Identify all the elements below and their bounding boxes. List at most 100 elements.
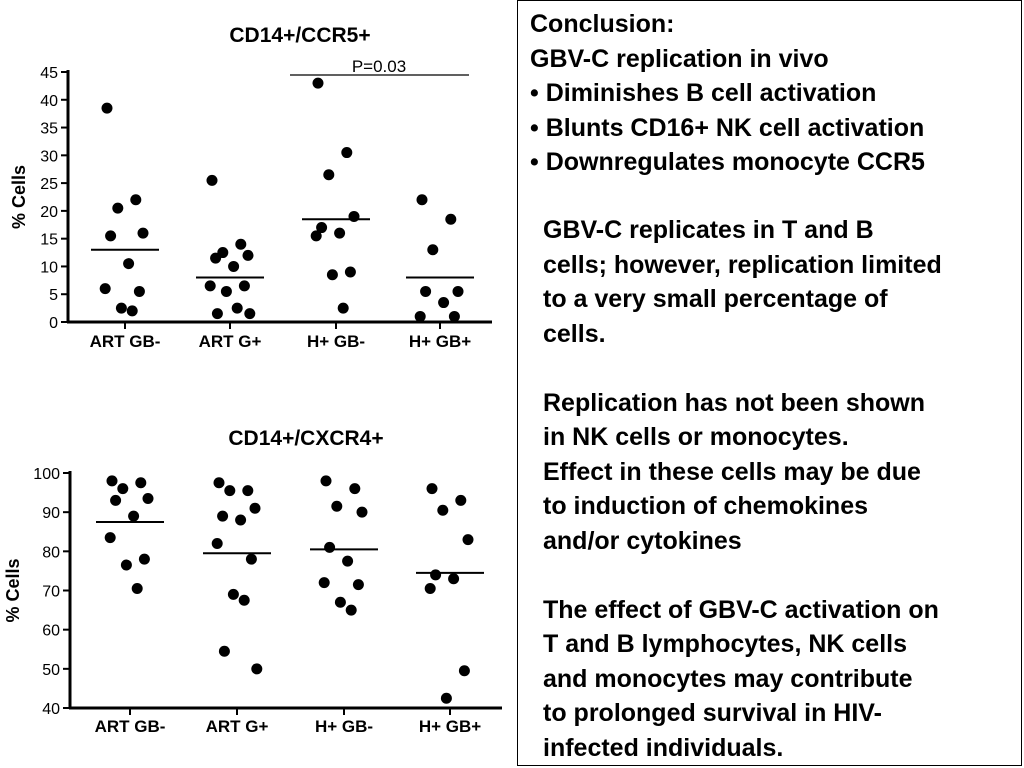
data-point (316, 222, 328, 234)
data-point (138, 553, 150, 565)
y-tick-label: 45 (40, 65, 58, 82)
data-point (416, 194, 428, 206)
y-tick-label: 25 (40, 176, 58, 193)
data-point (227, 588, 239, 600)
data-point (245, 553, 257, 565)
data-point (238, 280, 250, 292)
data-point (99, 283, 111, 295)
data-point (349, 483, 361, 495)
paragraph-line: The effect of GBV-C activation on (543, 595, 939, 624)
y-tick-label: 15 (40, 232, 58, 249)
x-tick-label: ART GB- (90, 332, 161, 351)
data-point (105, 230, 117, 242)
panel-body: GBV-C replicates in T and B cells; howev… (543, 213, 942, 765)
y-tick-label: 80 (42, 544, 60, 561)
data-point (206, 174, 218, 186)
paragraph-line: infected individuals. (543, 733, 784, 762)
y-tick-label: 40 (42, 701, 60, 718)
chart-title: CD14+/CCR5+ (229, 24, 370, 47)
data-point (334, 227, 346, 239)
paragraph-effect: The effect of GBV-C activation on T and … (543, 593, 942, 766)
data-point (104, 532, 116, 544)
data-point (356, 506, 368, 518)
data-point (235, 514, 247, 526)
data-point (331, 500, 343, 512)
paragraph-nk-monocytes: Replication has not been shown in NK cel… (543, 386, 942, 559)
data-point (224, 485, 236, 497)
data-point (120, 559, 132, 571)
data-point (324, 541, 336, 553)
data-point (251, 663, 263, 675)
data-point (238, 594, 250, 606)
data-point (345, 604, 357, 616)
data-point (438, 297, 450, 309)
y-tick-label: 50 (42, 662, 60, 679)
data-point (452, 285, 464, 297)
data-point (217, 510, 229, 522)
data-point (204, 280, 216, 292)
paragraph-line: in NK cells or monocytes. (543, 423, 849, 451)
paragraph-line: and monocytes may contribute (543, 664, 913, 693)
y-tick-label: 5 (49, 287, 58, 304)
y-tick-label: 60 (42, 623, 60, 640)
x-tick-label: H+ GB- (307, 332, 365, 351)
paragraph-line: to a very small percentage of (543, 285, 888, 313)
data-point (427, 244, 439, 256)
data-point (448, 310, 460, 322)
data-point (213, 477, 225, 489)
data-point (320, 475, 332, 487)
conclusion-bullet: • Blunts CD16+ NK cell activation (530, 113, 925, 142)
y-tick-label: 0 (49, 315, 58, 332)
x-tick-label: ART G+ (199, 332, 262, 351)
data-point (101, 102, 113, 114)
data-point (348, 210, 360, 222)
data-point (210, 252, 222, 264)
data-point (235, 238, 247, 250)
data-point (455, 494, 467, 506)
data-point (126, 305, 138, 317)
y-tick-label: 100 (33, 466, 60, 483)
conclusion-bullet: • Downregulates monocyte CCR5 (530, 148, 925, 176)
x-tick-label: H+ GB+ (419, 717, 481, 736)
y-tick-label: 70 (42, 584, 60, 601)
x-tick-label: H+ GB- (315, 717, 373, 736)
data-point (211, 538, 223, 549)
data-point (135, 477, 147, 489)
data-point (117, 483, 129, 495)
conclusion-block: Conclusion: GBV-C replication in vivo • … (530, 7, 925, 180)
paragraph-line: cells. (543, 319, 606, 348)
y-tick-label: 90 (42, 505, 60, 522)
y-tick-label: 20 (40, 204, 58, 221)
data-point (128, 510, 140, 522)
y-tick-label: 10 (40, 259, 58, 276)
data-point (142, 492, 154, 504)
paragraph-line: T and B lymphocytes, NK cells (543, 630, 907, 658)
charts-area: CD14+/CCR5+ % Cells 0 5 10 15 20 25 30 35 40 45 ART … (3, 24, 502, 736)
data-point (458, 665, 470, 677)
conclusion-panel: Conclusion: GBV-C replication in vivo • … (517, 0, 1022, 766)
data-point (106, 475, 118, 487)
chart-2: CD14+/CXCR4+ % Cells 40 50 60 70 80 90 100 ART GB… (3, 427, 502, 736)
data-point (310, 230, 322, 242)
x-tick-label: ART GB- (95, 717, 166, 736)
paragraph-replication: GBV-C replicates in T and B cells; howev… (543, 213, 942, 351)
data-point (130, 194, 142, 206)
conclusion-bullet: • Diminishes B cell activation (530, 79, 877, 107)
chart-1: CD14+/CCR5+ % Cells 0 5 10 15 20 25 30 35 40 45 ART … (9, 24, 492, 351)
y-tick-label: 40 (40, 93, 58, 110)
x-tick-label: H+ GB+ (409, 332, 471, 351)
data-point (312, 77, 324, 89)
data-point (445, 213, 457, 225)
data-point (344, 266, 356, 278)
paragraph-line: GBV-C replicates in T and B (543, 216, 874, 244)
conclusion-subheading: GBV-C replication in vivo (530, 44, 829, 73)
paragraph-line: cells; however, replication limited (543, 250, 942, 279)
data-point (131, 583, 143, 595)
data-point (414, 310, 426, 322)
data-point (231, 302, 243, 314)
data-point (318, 577, 330, 589)
data-point (326, 269, 338, 281)
chart-title: CD14+/CXCR4+ (228, 427, 383, 450)
data-point (211, 308, 223, 320)
data-point (426, 483, 438, 495)
